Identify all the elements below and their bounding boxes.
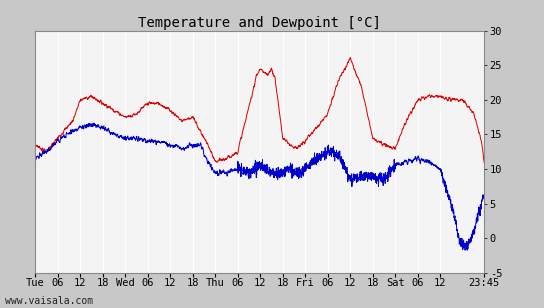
Title: Temperature and Dewpoint [°C]: Temperature and Dewpoint [°C] [138,16,381,30]
Text: www.vaisala.com: www.vaisala.com [5,297,94,306]
